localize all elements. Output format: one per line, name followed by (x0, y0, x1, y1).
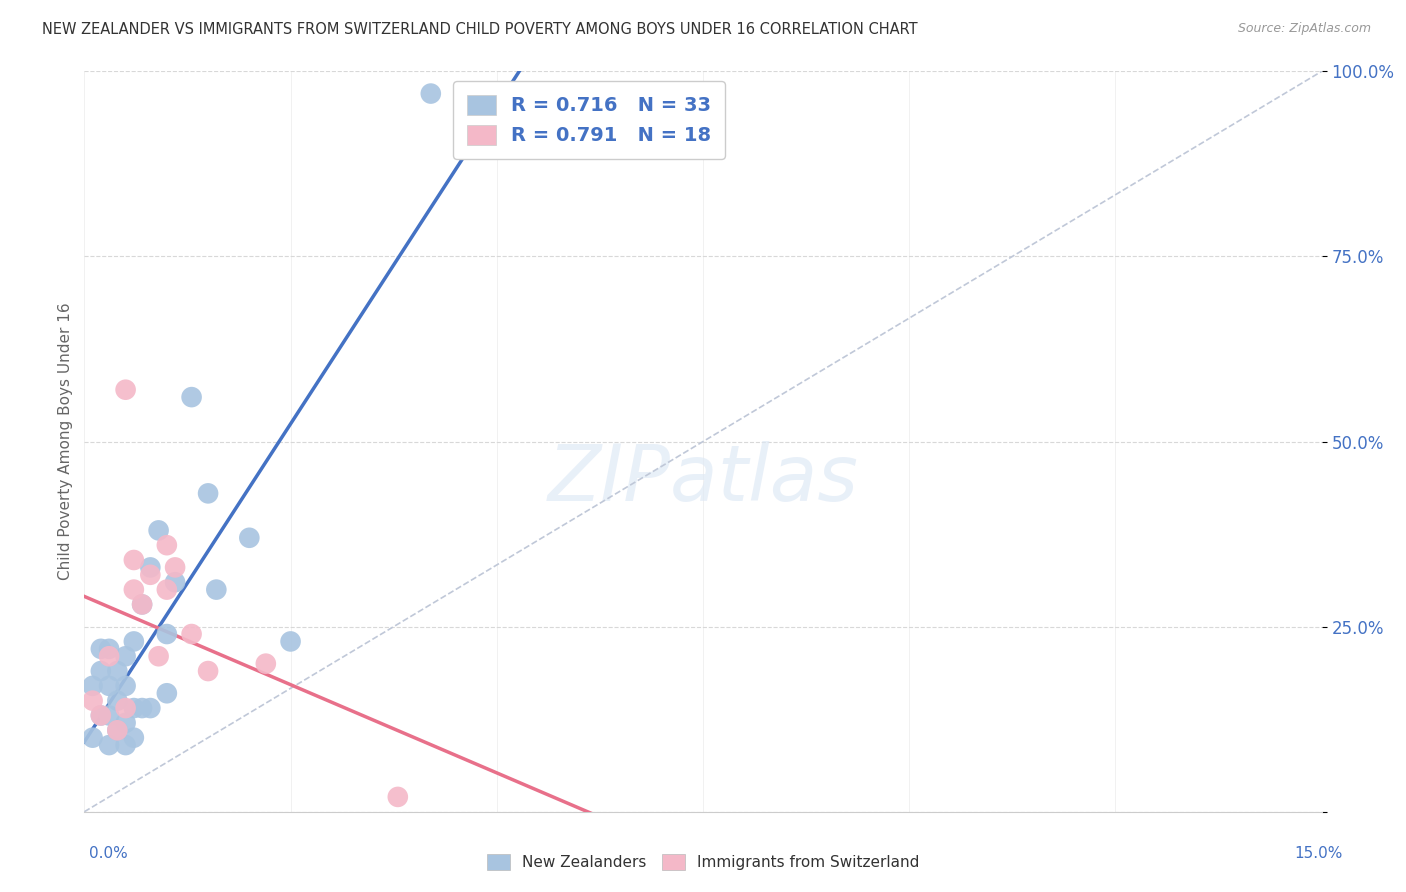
Point (90, 708, 112, 723)
Point (254, 657, 277, 671)
Point (122, 553, 145, 567)
Point (156, 582, 179, 597)
Point (197, 664, 219, 678)
Point (82, 731, 104, 745)
Point (387, 789, 409, 804)
Point (90, 708, 112, 723)
Point (114, 679, 136, 693)
Text: ZIPatlas: ZIPatlas (547, 441, 859, 516)
Point (114, 715, 136, 730)
Point (156, 538, 179, 552)
Point (131, 701, 153, 715)
Point (90, 641, 112, 656)
Point (180, 627, 202, 641)
Point (114, 738, 136, 752)
Point (148, 524, 170, 538)
Y-axis label: Child Poverty Among Boys Under 16: Child Poverty Among Boys Under 16 (58, 302, 73, 581)
Point (280, 634, 302, 648)
Point (205, 582, 228, 597)
Point (82, 694, 104, 708)
Point (131, 598, 153, 612)
Point (122, 634, 145, 648)
Point (139, 701, 162, 715)
Point (105, 723, 128, 738)
Point (98, 679, 121, 693)
Point (98, 738, 121, 752)
Point (82, 679, 104, 693)
Point (180, 390, 202, 404)
Point (122, 701, 145, 715)
Text: 15.0%: 15.0% (1295, 846, 1343, 861)
Point (90, 664, 112, 678)
Point (139, 560, 162, 574)
Point (98, 649, 121, 664)
Point (122, 582, 145, 597)
Point (114, 701, 136, 715)
Point (114, 383, 136, 397)
Point (98, 708, 121, 723)
Point (238, 531, 260, 545)
Point (122, 731, 145, 745)
Point (156, 627, 179, 641)
Point (114, 649, 136, 664)
Point (156, 686, 179, 700)
Point (139, 567, 162, 582)
Point (148, 649, 170, 664)
Legend: New Zealanders, Immigrants from Switzerland: New Zealanders, Immigrants from Switzerl… (479, 847, 927, 878)
Point (105, 694, 128, 708)
Text: 0.0%: 0.0% (89, 846, 128, 861)
Point (419, 87, 441, 101)
Text: NEW ZEALANDER VS IMMIGRANTS FROM SWITZERLAND CHILD POVERTY AMONG BOYS UNDER 16 C: NEW ZEALANDER VS IMMIGRANTS FROM SWITZER… (42, 22, 918, 37)
Point (105, 723, 128, 738)
Point (165, 560, 187, 574)
Text: Source: ZipAtlas.com: Source: ZipAtlas.com (1237, 22, 1371, 36)
Point (105, 664, 128, 678)
Point (98, 641, 121, 656)
Point (165, 575, 187, 590)
Point (131, 598, 153, 612)
Point (197, 486, 219, 500)
